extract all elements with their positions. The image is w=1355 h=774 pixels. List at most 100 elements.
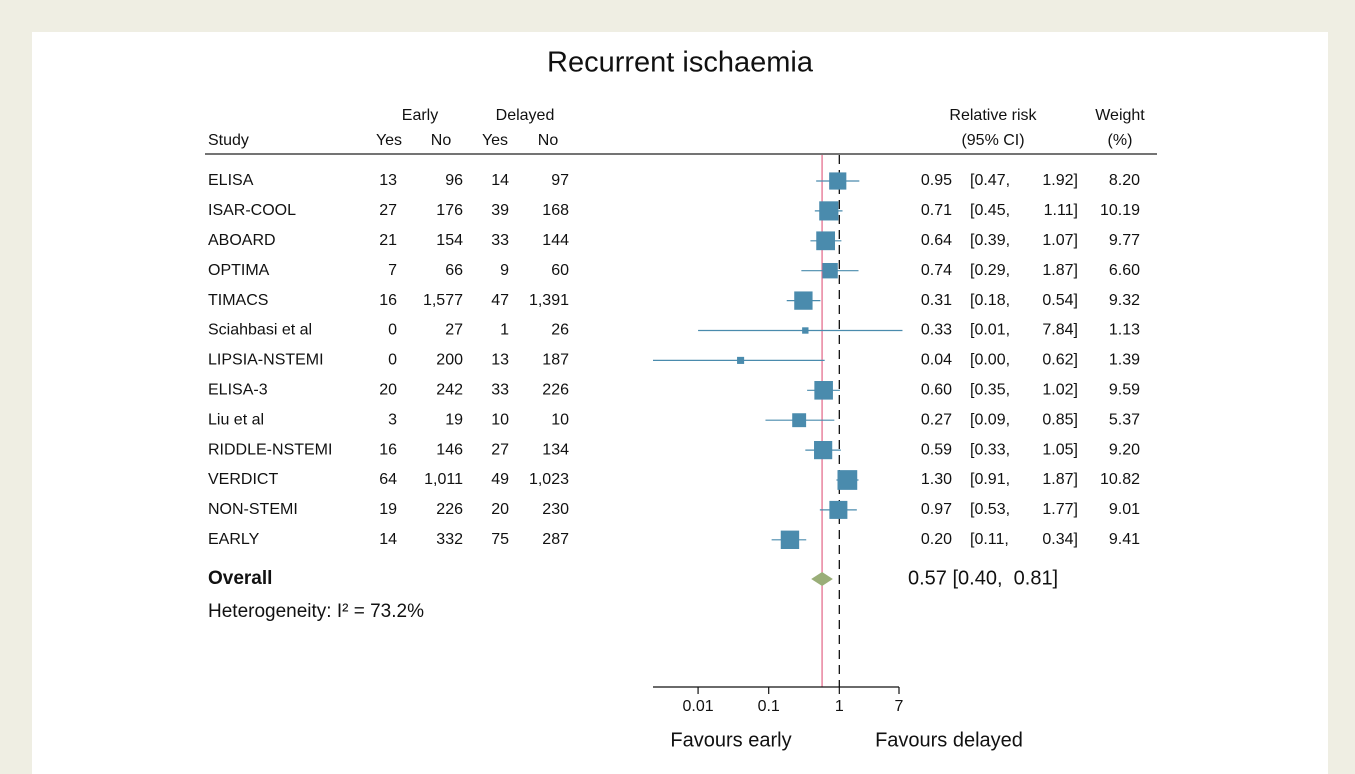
- count: 0: [388, 322, 397, 339]
- count: 16: [379, 441, 397, 458]
- count: 146: [436, 441, 463, 458]
- count: 1,011: [424, 471, 463, 488]
- count: 7: [388, 262, 397, 279]
- count: 1,391: [529, 292, 569, 309]
- count: 226: [436, 501, 463, 518]
- count: 14: [379, 531, 397, 548]
- effect-square: [794, 291, 813, 310]
- study-name: LIPSIA-NSTEMI: [208, 352, 324, 369]
- effect-square: [829, 172, 847, 190]
- overall-name: Overall: [208, 568, 272, 589]
- rr-label: 0.64: [921, 232, 952, 249]
- count: 287: [542, 531, 569, 548]
- column-header: Yes: [376, 132, 402, 149]
- ci-lower-label: [0.45,: [970, 202, 1010, 219]
- rr-label: 0.71: [921, 202, 952, 219]
- ci-upper-label: 0.34]: [1042, 531, 1078, 548]
- weight-label: 5.37: [1109, 411, 1140, 428]
- weight-label: 1.13: [1109, 322, 1140, 339]
- study-name: ELISA-3: [208, 382, 268, 399]
- study-name: ELISA: [208, 172, 254, 189]
- count: 134: [542, 441, 569, 458]
- rr-label: 0.59: [921, 441, 952, 458]
- effect-square: [814, 441, 833, 460]
- count: 9: [500, 262, 509, 279]
- ci-lower-label: [0.33,: [970, 441, 1010, 458]
- weight-label: 8.20: [1109, 172, 1140, 189]
- count: 64: [379, 471, 397, 488]
- effect-square: [822, 262, 838, 279]
- weight-label: 9.01: [1109, 501, 1140, 518]
- weight-label: 10.82: [1100, 471, 1140, 488]
- count: 332: [436, 531, 463, 548]
- count: 19: [445, 411, 463, 428]
- ci-lower-label: [0.11,: [970, 531, 1009, 548]
- count: 10: [551, 411, 569, 428]
- ci-lower-label: [0.00,: [970, 352, 1010, 369]
- study-name: ABOARD: [208, 232, 276, 249]
- column-header: Weight: [1095, 107, 1145, 124]
- rr-label: 1.30: [921, 471, 952, 488]
- overall-label: 0.57 [0.40, 0.81]: [908, 567, 1058, 589]
- count: 16: [379, 292, 397, 309]
- weight-label: 9.77: [1109, 232, 1140, 249]
- ci-lower-label: [0.47,: [970, 172, 1010, 189]
- x-label: Favours delayed: [875, 729, 1023, 751]
- effect-square: [837, 470, 858, 490]
- weight-label: 6.60: [1109, 262, 1140, 279]
- ci-lower-label: [0.01,: [970, 322, 1010, 339]
- rr-label: 0.97: [921, 501, 952, 518]
- ci-lower-label: [0.09,: [970, 411, 1010, 428]
- count: 154: [436, 232, 463, 249]
- effect-square: [737, 356, 745, 364]
- study-name: RIDDLE-NSTEMI: [208, 441, 332, 458]
- study-name: ISAR-COOL: [208, 202, 296, 219]
- ci-upper-label: 1.07]: [1042, 232, 1078, 249]
- weight-label: 9.59: [1109, 382, 1140, 399]
- x-tick-label: 0.01: [683, 698, 714, 715]
- rr-label: 0.20: [921, 531, 952, 548]
- count: 33: [491, 382, 509, 399]
- ci-upper-label: 0.54]: [1042, 292, 1078, 309]
- count: 26: [551, 322, 569, 339]
- ci-upper-label: 0.85]: [1042, 411, 1078, 428]
- count: 20: [491, 501, 509, 518]
- count: 96: [445, 172, 463, 189]
- count: 27: [379, 202, 397, 219]
- rr-label: 0.33: [921, 322, 952, 339]
- rr-label: 0.04: [921, 352, 952, 369]
- count: 66: [445, 262, 463, 279]
- count: 242: [436, 382, 463, 399]
- effect-square: [829, 500, 848, 519]
- count: 19: [379, 501, 397, 518]
- ci-lower-label: [0.18,: [970, 292, 1010, 309]
- column-header: (95% CI): [961, 132, 1024, 149]
- ci-upper-label: 0.62]: [1042, 352, 1078, 369]
- x-tick-label: 1: [835, 698, 844, 715]
- count: 33: [491, 232, 509, 249]
- count: 47: [491, 292, 509, 309]
- effect-square: [816, 231, 836, 251]
- count: 187: [542, 352, 569, 369]
- column-header: No: [538, 132, 559, 149]
- rr-label: 0.60: [921, 382, 952, 399]
- group-header: Early: [402, 107, 438, 124]
- study-name: NON-STEMI: [208, 501, 298, 518]
- study-name: EARLY: [208, 531, 260, 548]
- count: 200: [436, 352, 463, 369]
- count: 21: [379, 232, 397, 249]
- effect-square: [792, 413, 807, 428]
- count: 27: [491, 441, 509, 458]
- x-tick-label: 0.1: [758, 698, 780, 715]
- ci-upper-label: 1.87]: [1042, 262, 1078, 279]
- count: 97: [551, 172, 569, 189]
- rr-label: 0.74: [921, 262, 952, 279]
- count: 13: [379, 172, 397, 189]
- study-name: OPTIMA: [208, 262, 270, 279]
- count: 176: [436, 202, 463, 219]
- weight-label: 1.39: [1109, 352, 1140, 369]
- count: 1: [500, 322, 509, 339]
- ci-upper-label: 1.11]: [1044, 202, 1078, 219]
